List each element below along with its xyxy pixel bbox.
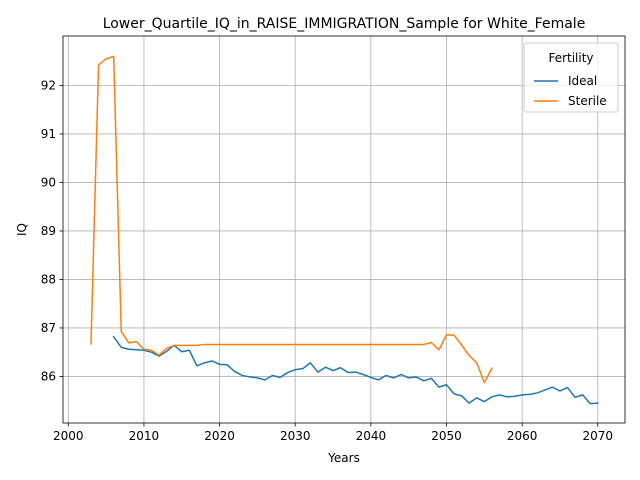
y-tick-label: 90 <box>41 175 56 189</box>
legend-title: Fertility <box>548 51 593 65</box>
x-tick-label: 2070 <box>582 429 613 443</box>
series-line-ideal <box>114 337 598 404</box>
x-tick-label: 2000 <box>53 429 84 443</box>
y-tick-label: 91 <box>41 127 56 141</box>
x-tick-label: 2060 <box>507 429 538 443</box>
legend: Fertility Ideal Sterile <box>524 43 618 112</box>
y-tick-label: 86 <box>41 369 56 383</box>
legend-label-sterile: Sterile <box>568 94 607 108</box>
y-tick-label: 87 <box>41 321 56 335</box>
y-tick-label: 92 <box>41 78 56 92</box>
series-line-sterile <box>91 56 492 382</box>
x-tick-label: 2010 <box>129 429 160 443</box>
x-tick-label: 2030 <box>280 429 311 443</box>
y-tick-label: 89 <box>41 224 56 238</box>
x-tick-label: 2020 <box>204 429 235 443</box>
y-tick-label: 88 <box>41 272 56 286</box>
x-axis-title: Years <box>327 451 360 465</box>
y-axis-title: IQ <box>15 223 29 236</box>
x-tick-label: 2050 <box>431 429 462 443</box>
axis-ticks: 2000 2010 2020 2030 2040 2050 2060 2070 86 87 88 89… <box>41 78 613 443</box>
chart-title: Lower_Quartile_IQ_in_RAISE_IMMIGRATION_S… <box>103 16 586 32</box>
x-tick-label: 2040 <box>356 429 387 443</box>
legend-label-ideal: Ideal <box>568 74 597 88</box>
